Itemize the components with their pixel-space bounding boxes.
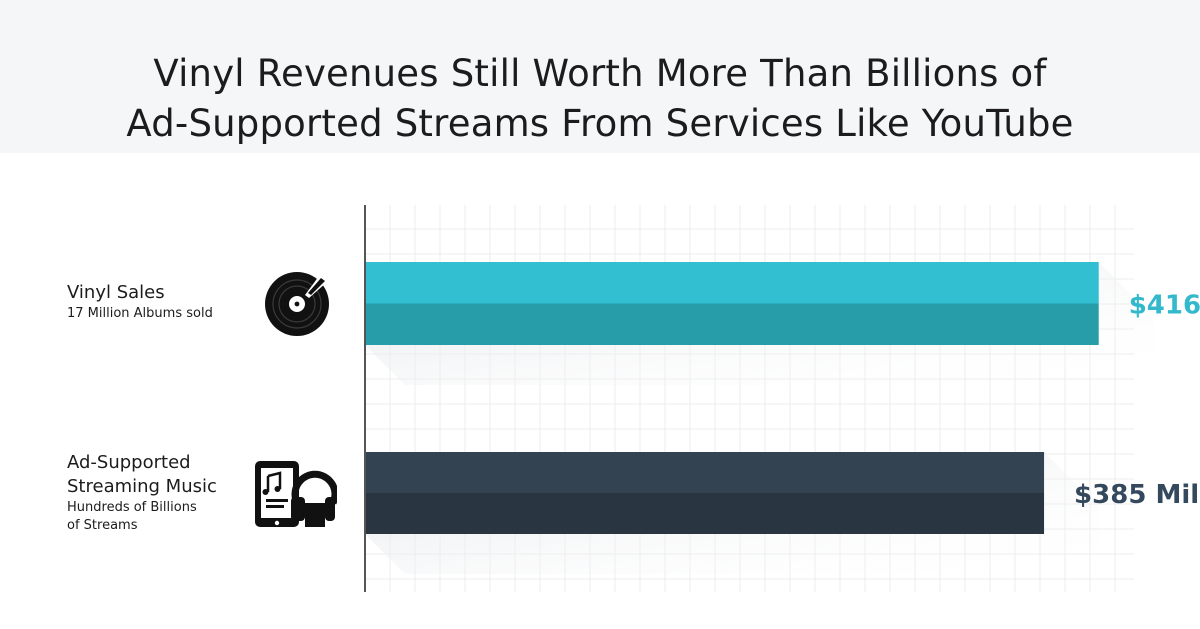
tablet-music-headphones-icon — [255, 461, 337, 527]
chart-title: Vinyl Revenues Still Worth More Than Bil… — [0, 49, 1200, 149]
category-name-vinyl: Vinyl Sales — [67, 282, 165, 303]
title-banner — [0, 0, 1200, 153]
category-name-streaming-line-1: Ad-Supported — [67, 452, 191, 473]
chart-title-line-1: Vinyl Revenues Still Worth More Than Bil… — [153, 51, 1047, 95]
bar-vinyl-bottom — [365, 303, 1099, 345]
category-label-vinyl: Vinyl Sales 17 Million Albums sold — [67, 281, 213, 323]
category-sub-streaming-line-2: of Streams — [67, 518, 138, 533]
value-label-vinyl: $416 Million — [1129, 291, 1200, 321]
chart-title-line-2: Ad-Supported Streams From Services Like … — [126, 101, 1074, 145]
bar-vinyl-top — [365, 262, 1099, 304]
vinyl-record-icon — [265, 272, 329, 336]
value-label-streaming: $385 Million — [1074, 480, 1200, 510]
category-name-streaming-line-2: Streaming Music — [67, 476, 217, 497]
category-sub-streaming-line-1: Hundreds of Billions — [67, 500, 197, 515]
bar-streaming-bottom — [365, 493, 1045, 534]
category-label-streaming: Ad-Supported Streaming Music Hundreds of… — [67, 451, 217, 535]
bar-streaming-top — [365, 452, 1045, 493]
category-sub-vinyl: 17 Million Albums sold — [67, 306, 213, 321]
